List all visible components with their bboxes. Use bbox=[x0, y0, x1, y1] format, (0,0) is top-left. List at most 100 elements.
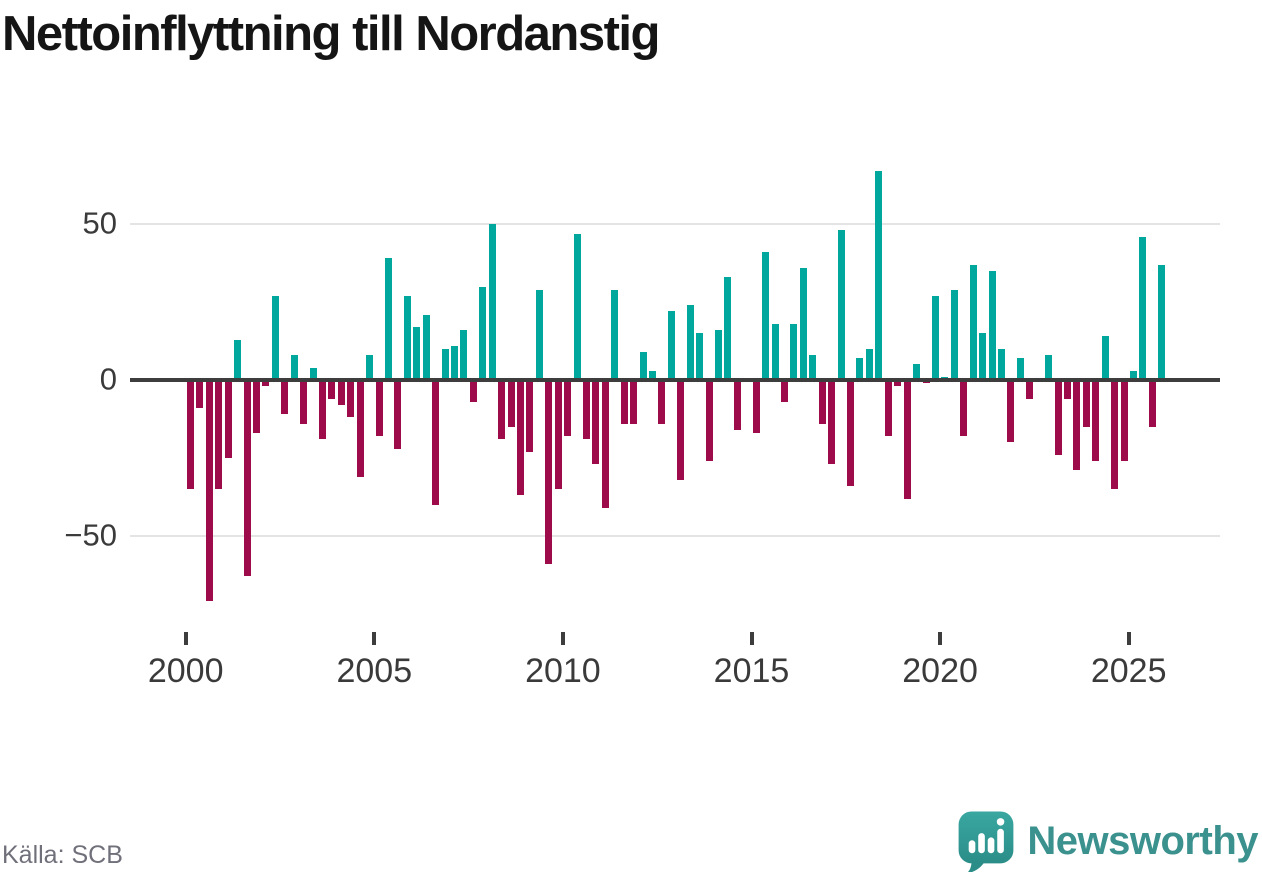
bar-2013-q1 bbox=[677, 380, 685, 480]
bar-2024-q1 bbox=[1092, 380, 1100, 462]
bar-2009-q4 bbox=[554, 380, 562, 490]
bar-2005-q1 bbox=[375, 380, 383, 437]
bar-2008-q1 bbox=[488, 224, 496, 380]
bar-2008-q3 bbox=[507, 380, 515, 427]
bar-2003-q2 bbox=[309, 367, 317, 380]
x-tick-label-2005: 2005 bbox=[336, 652, 413, 690]
bar-2001-q1 bbox=[224, 380, 232, 458]
newsworthy-logo: Newsworthy bbox=[957, 810, 1258, 872]
bar-2000-q1 bbox=[186, 380, 194, 490]
bar-2025-q1 bbox=[1129, 370, 1137, 380]
bar-2019-q2 bbox=[913, 364, 920, 380]
bar-2022-q1 bbox=[1016, 358, 1024, 380]
bar-2014-q3 bbox=[733, 380, 741, 430]
bar-2008-q2 bbox=[498, 380, 506, 440]
chart-title: Nettoinflyttning till Nordanstig bbox=[2, 7, 660, 61]
bar-2015-q3 bbox=[771, 323, 779, 380]
bar-2015-q2 bbox=[762, 252, 770, 380]
newsworthy-speech-bubble-chart-icon bbox=[958, 811, 1014, 872]
bar-2007-q3 bbox=[469, 380, 477, 402]
y-tick-label-0: 0 bbox=[99, 361, 117, 397]
bar-2017-q3 bbox=[847, 380, 854, 486]
bar-2018-q2 bbox=[875, 171, 883, 380]
x-tick-label-2015: 2015 bbox=[713, 652, 790, 690]
bar-2017-q1 bbox=[828, 380, 836, 465]
bar-2004-q4 bbox=[366, 355, 374, 380]
bar-2014-q2 bbox=[724, 277, 732, 380]
x-tick-label-2020: 2020 bbox=[902, 652, 978, 690]
bar-2013-q3 bbox=[696, 333, 704, 380]
x-axis-zero-line bbox=[130, 378, 1220, 382]
bar-2021-q1 bbox=[979, 333, 986, 380]
x-tick-label-2025: 2025 bbox=[1090, 652, 1167, 690]
bar-2016-q2 bbox=[799, 267, 807, 380]
bar-2004-q2 bbox=[347, 380, 355, 418]
bar-2005-q4 bbox=[403, 295, 411, 380]
bar-2006-q2 bbox=[422, 314, 430, 380]
bar-2012-q2 bbox=[649, 370, 656, 380]
bar-2024-q3 bbox=[1111, 380, 1119, 490]
y-tick-label-50: 50 bbox=[82, 205, 117, 241]
bar-2001-q4 bbox=[252, 380, 260, 433]
bar-2016-q1 bbox=[790, 323, 798, 380]
bar-2009-q2 bbox=[535, 289, 543, 380]
bar-2011-q1 bbox=[601, 380, 609, 508]
bar-2020-q2 bbox=[950, 289, 958, 380]
bar-2023-q2 bbox=[1063, 380, 1071, 399]
bar-2017-q2 bbox=[837, 230, 845, 380]
bar-2011-q3 bbox=[620, 380, 628, 424]
bar-2013-q2 bbox=[686, 305, 694, 380]
bar-2010-q1 bbox=[564, 380, 572, 437]
bar-2003-q1 bbox=[300, 380, 308, 424]
bar-2000-q2 bbox=[196, 380, 204, 409]
bar-2019-q1 bbox=[903, 380, 911, 499]
bar-2020-q4 bbox=[969, 264, 977, 380]
x-tick-label-2010: 2010 bbox=[525, 652, 601, 690]
x-tick-2020 bbox=[938, 632, 943, 645]
bar-2009-q1 bbox=[526, 380, 534, 452]
bar-2005-q2 bbox=[384, 258, 392, 380]
x-tick-label-2000: 2000 bbox=[147, 652, 224, 690]
bar-2010-q2 bbox=[573, 233, 581, 380]
bar-2008-q4 bbox=[517, 380, 524, 496]
bar-2003-q4 bbox=[328, 380, 336, 399]
bar-2018-q4 bbox=[894, 380, 902, 387]
bar-2020-q3 bbox=[960, 380, 968, 437]
bar-2001-q3 bbox=[243, 380, 251, 577]
x-tick-2005 bbox=[372, 632, 377, 645]
bar-2017-q4 bbox=[856, 358, 864, 380]
bar-2004-q1 bbox=[337, 380, 345, 405]
bar-2019-q4 bbox=[931, 295, 939, 380]
bar-2025-q2 bbox=[1139, 236, 1147, 380]
bar-2000-q3 bbox=[205, 380, 213, 602]
bar-2018-q1 bbox=[865, 348, 873, 380]
y-tick-label--50: −50 bbox=[64, 517, 117, 553]
bar-2024-q2 bbox=[1101, 336, 1109, 380]
bar-2015-q1 bbox=[752, 380, 760, 433]
bar-2007-q2 bbox=[460, 330, 468, 380]
x-tick-2010 bbox=[560, 632, 565, 645]
bar-2010-q3 bbox=[583, 380, 590, 440]
x-tick-2025 bbox=[1126, 632, 1131, 645]
bar-2012-q4 bbox=[667, 311, 675, 380]
bar-2001-q2 bbox=[234, 339, 242, 380]
bar-2002-q4 bbox=[290, 355, 298, 380]
bar-2006-q1 bbox=[413, 327, 421, 380]
x-tick-2015 bbox=[749, 632, 754, 645]
bar-2007-q4 bbox=[479, 286, 487, 380]
bar-2000-q4 bbox=[215, 380, 223, 490]
bar-2006-q4 bbox=[441, 348, 449, 380]
bar-2002-q1 bbox=[262, 380, 270, 387]
bar-2025-q3 bbox=[1148, 380, 1156, 427]
bar-2007-q1 bbox=[451, 345, 458, 380]
bar-2016-q4 bbox=[818, 380, 826, 424]
x-tick-2000 bbox=[183, 632, 188, 645]
bar-2004-q3 bbox=[356, 380, 364, 477]
bar-2022-q4 bbox=[1045, 355, 1052, 380]
newsworthy-wordmark: Newsworthy bbox=[1027, 818, 1258, 863]
bar-2013-q4 bbox=[705, 380, 713, 462]
bar-2021-q3 bbox=[997, 348, 1005, 380]
bar-2012-q3 bbox=[658, 380, 666, 424]
source-caption: Källa: SCB bbox=[2, 841, 123, 869]
